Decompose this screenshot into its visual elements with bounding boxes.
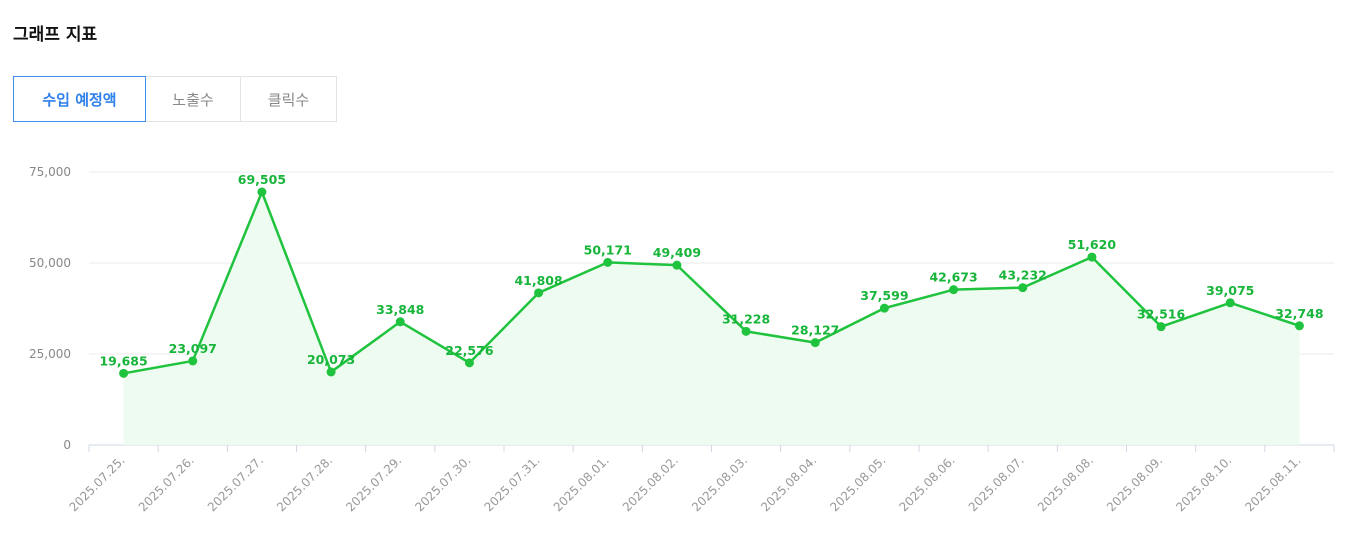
x-tick-label: 2025.08.07. bbox=[966, 453, 1027, 514]
data-point bbox=[257, 187, 267, 197]
data-label: 42,673 bbox=[929, 270, 977, 285]
data-point bbox=[1018, 283, 1028, 293]
x-tick-label: 2025.08.06. bbox=[897, 453, 958, 514]
data-label: 20,073 bbox=[307, 352, 355, 367]
data-label: 69,505 bbox=[238, 172, 286, 187]
data-point bbox=[1087, 252, 1097, 262]
x-tick-label: 2025.07.30. bbox=[412, 453, 473, 514]
data-point bbox=[464, 358, 474, 368]
data-point bbox=[672, 260, 682, 270]
data-label: 39,075 bbox=[1206, 283, 1254, 298]
x-tick-label: 2025.08.04. bbox=[758, 453, 819, 514]
data-label: 32,516 bbox=[1137, 307, 1186, 322]
data-point bbox=[395, 317, 405, 327]
x-tick-label: 2025.07.29. bbox=[343, 453, 404, 514]
data-label: 31,228 bbox=[722, 311, 770, 326]
series-area bbox=[123, 192, 1300, 445]
x-tick-label: 2025.08.05. bbox=[827, 453, 888, 514]
data-point bbox=[879, 303, 889, 313]
tab-clicks[interactable]: 클릭수 bbox=[240, 76, 337, 122]
data-label: 33,848 bbox=[376, 302, 424, 317]
x-tick-label: 2025.07.26. bbox=[136, 453, 197, 514]
data-point bbox=[741, 326, 751, 336]
data-label: 23,097 bbox=[169, 341, 217, 356]
x-tick-label: 2025.07.27. bbox=[205, 453, 266, 514]
data-label: 22,576 bbox=[445, 343, 494, 358]
line-chart: 0 25,000 50,000 75,000 19,685 23,097 69,505 20,… bbox=[29, 165, 1335, 514]
tab-expected-revenue[interactable]: 수입 예정액 bbox=[13, 76, 146, 122]
x-tick-label: 2025.07.31. bbox=[482, 453, 543, 514]
x-tick-label: 2025.08.02. bbox=[620, 453, 681, 514]
x-tick-label: 2025.08.09. bbox=[1104, 453, 1165, 514]
section-title: 그래프 지표 bbox=[13, 25, 98, 45]
x-tick-label: 2025.08.01. bbox=[551, 453, 612, 514]
data-label: 19,685 bbox=[99, 353, 147, 368]
x-tick-label: 2025.07.25. bbox=[67, 453, 128, 514]
data-label: 43,232 bbox=[999, 268, 1047, 283]
y-tick-label: 0 bbox=[63, 438, 71, 452]
x-tick-label: 2025.08.11. bbox=[1242, 453, 1303, 514]
x-tick-label: 2025.07.28. bbox=[274, 453, 335, 514]
data-label: 49,409 bbox=[653, 245, 701, 260]
data-point bbox=[1156, 322, 1166, 332]
x-tick-label: 2025.08.03. bbox=[689, 453, 750, 514]
data-point bbox=[603, 257, 613, 267]
data-point bbox=[188, 356, 198, 366]
data-point bbox=[119, 368, 129, 378]
data-label: 50,171 bbox=[584, 242, 632, 257]
y-tick-label: 50,000 bbox=[29, 256, 71, 270]
data-point bbox=[326, 367, 336, 377]
series-line bbox=[123, 190, 1300, 375]
data-label: 51,620 bbox=[1068, 237, 1117, 252]
y-tick-label: 75,000 bbox=[29, 165, 71, 179]
data-label: 37,599 bbox=[860, 288, 908, 303]
data-point bbox=[534, 288, 544, 298]
data-label: 28,127 bbox=[791, 323, 839, 338]
y-tick-label: 25,000 bbox=[29, 347, 71, 361]
data-point bbox=[949, 285, 959, 295]
data-label: 32,748 bbox=[1275, 306, 1323, 321]
x-tick-label: 2025.08.08. bbox=[1035, 453, 1096, 514]
x-tick-label: 2025.08.10. bbox=[1173, 453, 1234, 514]
tab-impressions[interactable]: 노출수 bbox=[145, 76, 241, 122]
data-point bbox=[810, 338, 820, 348]
data-point bbox=[1294, 321, 1304, 331]
data-point bbox=[1225, 298, 1235, 308]
metric-tabs: 수입 예정액 노출수 클릭수 bbox=[13, 76, 337, 122]
data-label: 41,808 bbox=[514, 273, 562, 288]
